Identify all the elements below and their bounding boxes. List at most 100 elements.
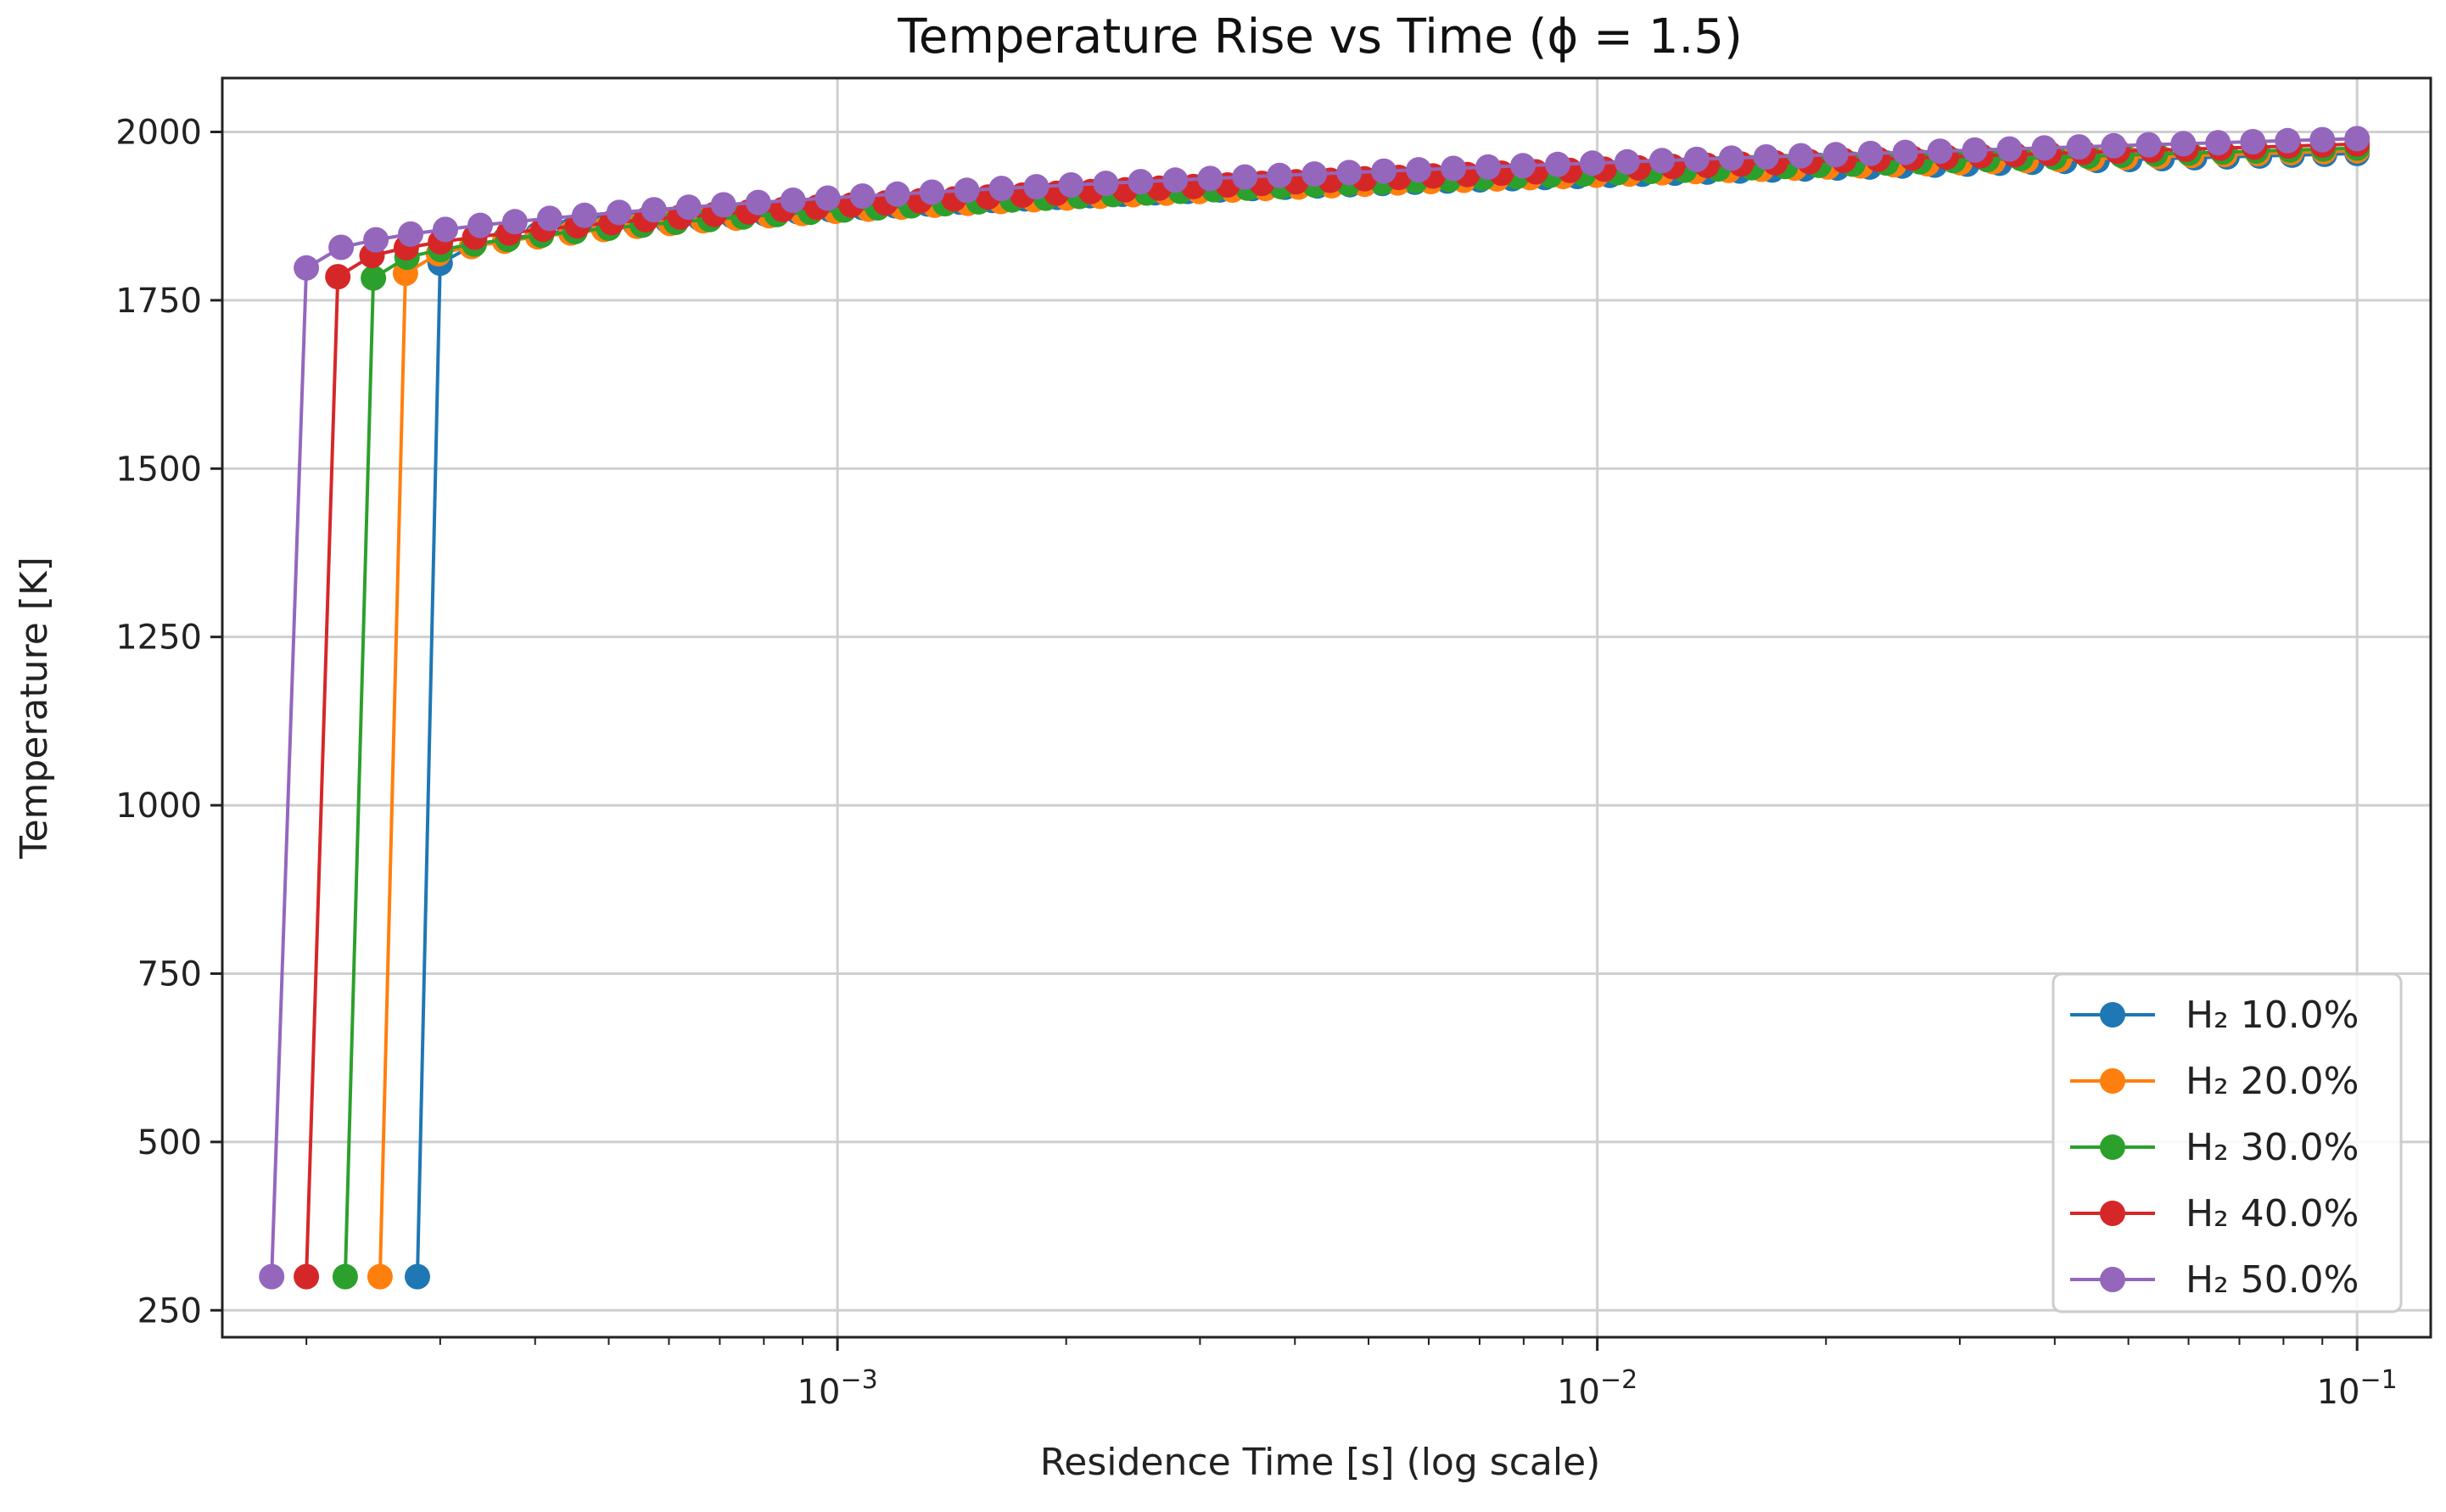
x-tick-label: 10−1 (2317, 1365, 2398, 1412)
data-point (405, 1263, 430, 1290)
data-point (1267, 162, 1293, 188)
x-tick-exponent: −2 (1600, 1365, 1637, 1395)
data-point (1475, 154, 1501, 180)
data-point (1058, 172, 1084, 198)
data-point (1892, 139, 1918, 165)
data-point (1128, 169, 1154, 195)
data-point (1718, 145, 1744, 171)
data-point (2170, 131, 2197, 157)
data-point (780, 188, 806, 213)
data-point (2135, 132, 2162, 158)
data-point (2031, 135, 2057, 161)
x-tick-base: 10 (798, 1373, 841, 1412)
x-axis-title: Residence Time [s] (log scale) (1040, 1441, 1601, 1484)
x-tick-label: 10−3 (798, 1365, 878, 1412)
y-tick-label: 2000 (115, 113, 202, 152)
data-point (919, 179, 945, 205)
series-line (305, 142, 2358, 1277)
legend-label: H₂ 40.0% (2186, 1192, 2359, 1235)
data-point (1822, 142, 1849, 168)
plot-area-frame (221, 76, 2432, 1339)
data-point (1023, 174, 1049, 200)
data-point (1545, 151, 1570, 177)
legend-entry: H₂ 20.0% (2070, 1060, 2359, 1103)
legend-marker (2100, 1201, 2125, 1226)
data-point (2240, 129, 2266, 154)
legend-label: H₂ 30.0% (2186, 1126, 2359, 1169)
data-point (363, 227, 389, 253)
legend-marker (2100, 1134, 2125, 1160)
legend-marker (2100, 1002, 2125, 1028)
data-point (2309, 126, 2336, 153)
x-tick-base: 10 (2317, 1373, 2360, 1412)
data-point (1093, 171, 1119, 197)
data-point (501, 209, 528, 235)
y-tick-label: 750 (137, 955, 202, 994)
y-tick-label: 500 (137, 1123, 202, 1162)
legend-marker (2100, 1267, 2125, 1292)
y-tick-label: 1500 (115, 450, 202, 489)
legend-box (2051, 972, 2403, 1313)
data-point (2066, 134, 2092, 160)
data-point (325, 264, 351, 290)
legend-label: H₂ 20.0% (2186, 1060, 2359, 1103)
data-point (259, 1263, 285, 1290)
x-tick-exponent: −1 (2360, 1365, 2398, 1395)
data-point (606, 199, 632, 226)
data-point (2344, 126, 2370, 152)
data-point (332, 1263, 358, 1290)
data-point (814, 185, 841, 211)
legend-label: H₂ 10.0% (2186, 994, 2359, 1037)
data-point (433, 216, 458, 243)
data-point (328, 234, 355, 260)
y-tick-label: 250 (137, 1291, 202, 1330)
legend-entry: H₂ 10.0% (2070, 994, 2359, 1037)
data-point (536, 205, 563, 232)
data-point (467, 212, 493, 238)
legend-marker (2100, 1068, 2125, 1094)
legend-entry: H₂ 30.0% (2070, 1126, 2359, 1169)
chart-title: Temperature Rise vs Time (ϕ = 1.5) (897, 9, 1743, 64)
y-tick-label: 1750 (115, 282, 202, 321)
data-point (954, 177, 980, 204)
data-point (1683, 146, 1710, 172)
x-tick-label: 10−2 (1557, 1365, 1637, 1412)
data-point (1336, 160, 1363, 186)
grid-lines (222, 78, 2431, 1337)
data-point (361, 265, 387, 291)
series-layer (259, 126, 2370, 1290)
data-point (1614, 148, 1640, 175)
data-point (1753, 144, 1779, 170)
data-point (1301, 161, 1328, 188)
data-point (1232, 164, 1258, 190)
data-point (1406, 157, 1432, 183)
data-point (294, 1263, 320, 1290)
data-point (2205, 130, 2231, 156)
data-point (1441, 155, 1467, 182)
data-point (710, 192, 736, 218)
y-axis-title: Temperature [K] (13, 557, 56, 860)
y-tick-label: 1250 (115, 619, 202, 658)
legend-entry: H₂ 40.0% (2070, 1192, 2359, 1235)
data-point (367, 1263, 393, 1290)
data-point (398, 221, 423, 247)
x-tick-base: 10 (1557, 1373, 1600, 1412)
data-point (1162, 167, 1189, 193)
legend-entry: H₂ 50.0% (2070, 1258, 2359, 1302)
legend: H₂ 10.0% H₂ 20.0% H₂ 30.0% H₂ 40.0% H₂ 50.0% (2051, 972, 2403, 1313)
data-point (1962, 137, 1988, 163)
data-point (1371, 158, 1397, 184)
y-tick-label: 1000 (115, 787, 202, 826)
data-point (294, 255, 320, 281)
data-point (2101, 132, 2127, 159)
data-point (884, 181, 910, 207)
data-point (1579, 150, 1605, 176)
data-point (849, 183, 876, 210)
series-5 (259, 126, 2370, 1290)
series-line (270, 137, 2358, 1277)
data-point (1996, 136, 2023, 162)
data-point (2275, 127, 2301, 154)
